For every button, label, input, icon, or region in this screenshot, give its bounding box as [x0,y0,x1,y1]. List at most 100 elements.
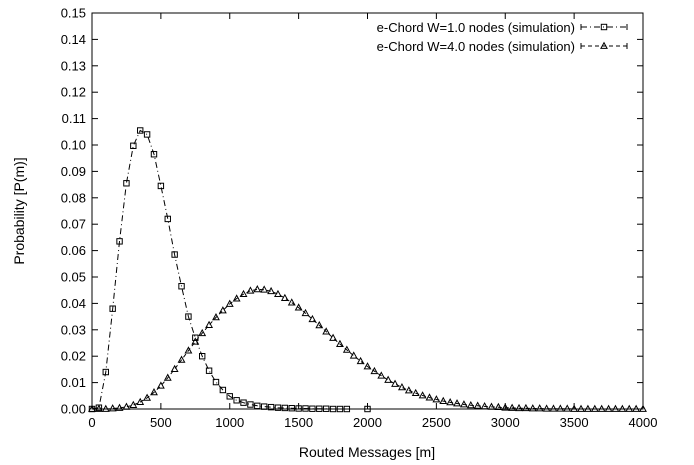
data-point [432,395,441,403]
data-point [219,386,227,394]
data-point [246,286,255,294]
data-point [583,404,592,412]
data-point [247,401,254,408]
data-point [466,400,475,409]
x-tick-label: 3000 [491,415,520,430]
series-2 [88,285,647,412]
data-point [239,289,248,298]
data-point [150,151,158,158]
data-point [404,386,413,394]
y-tick-label: 0.00 [61,402,86,417]
series-1-line [91,129,368,410]
data-point [618,404,627,412]
x-tick-label: 0 [88,415,95,430]
data-point [336,405,344,413]
data-point [287,298,296,306]
data-point [198,328,207,337]
data-point [604,404,613,412]
data-point [480,402,489,410]
data-point [453,399,461,407]
x-tick-label: 1500 [284,415,313,430]
data-point [108,404,117,412]
data-point [233,397,240,404]
data-point [336,339,344,347]
data-point [597,404,606,412]
data-point [94,404,103,412]
data-point [143,131,151,138]
data-point [137,127,144,134]
data-point [143,393,152,401]
x-tick-label: 2500 [422,415,451,430]
x-tick-label: 4000 [629,415,658,430]
data-point [150,388,158,396]
data-point [459,400,468,408]
data-point [508,403,517,411]
data-point [302,405,309,412]
data-point [129,400,138,408]
data-point [102,368,109,376]
data-point [515,403,523,412]
data-point [157,182,165,190]
y-tick-label: 0.09 [61,164,86,179]
data-point [281,404,289,412]
y-tick-label: 0.02 [61,349,86,364]
data-point [364,405,371,413]
y-tick-label: 0.04 [61,296,86,311]
data-point [625,404,634,412]
x-axis-label: Routed Messages [m] [299,444,435,460]
data-point [411,388,420,397]
data-point [191,337,200,345]
data-point [342,345,351,353]
data-point [294,303,303,311]
legend-label: e-Chord W=4.0 nodes (simulation) [377,39,575,54]
data-point [397,383,406,391]
data-point [356,356,365,365]
y-tick-label: 0.10 [61,138,86,153]
data-point [528,404,537,412]
data-point [577,404,585,412]
data-point [377,371,386,379]
axis-ticks: 0.00 0.01 0.02 0.03 0.04 0.05 0.06 0.07 0.08 0.09… [61,6,658,431]
data-point [384,375,393,383]
data-point [130,142,137,149]
data-point [322,405,330,412]
data-point [343,405,351,413]
data-point [521,403,530,412]
data-point [274,404,282,411]
data-point [370,366,379,375]
y-tick-label: 0.06 [61,243,86,258]
data-point [163,373,172,381]
data-point [109,305,116,312]
data-point [267,286,276,295]
data-point [549,404,558,412]
data-point [116,238,123,245]
series-1 [88,127,371,413]
data-point [316,405,323,412]
data-point [309,405,316,412]
legend: e-Chord W=1.0 nodes (simulation) e-Chord … [377,20,628,54]
data-point [254,402,261,410]
data-point [473,401,482,409]
x-tick-label: 500 [150,415,172,430]
data-point [123,180,130,187]
x-tick-label: 1000 [215,415,244,430]
data-point [563,404,572,412]
data-point [349,351,358,359]
data-point [556,404,565,412]
data-point [171,251,178,258]
data-point [122,402,131,410]
data-point [212,378,220,386]
data-point [418,391,427,399]
x-tick-label: 2000 [353,415,382,430]
data-point [170,364,179,373]
data-point [164,215,171,223]
data-point [425,393,434,401]
data-point [363,362,372,370]
data-point [535,404,544,412]
data-point [101,404,110,412]
data-point [205,367,213,374]
y-tick-label: 0.14 [61,32,86,47]
data-point [240,399,247,406]
y-tick-label: 0.15 [61,6,86,21]
